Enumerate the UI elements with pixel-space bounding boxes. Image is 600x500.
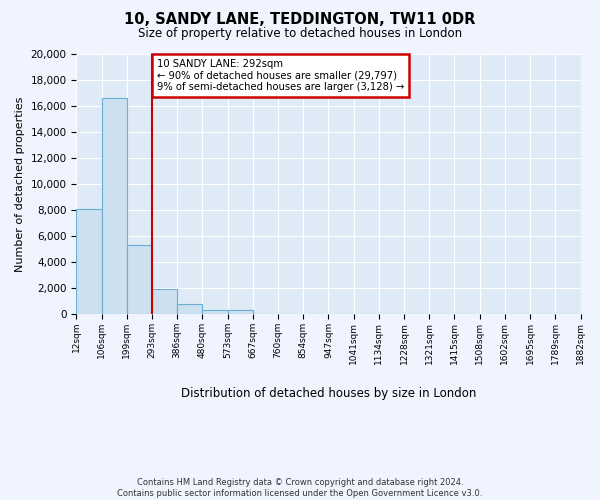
Text: Size of property relative to detached houses in London: Size of property relative to detached ho… — [138, 28, 462, 40]
Text: 10, SANDY LANE, TEDDINGTON, TW11 0DR: 10, SANDY LANE, TEDDINGTON, TW11 0DR — [124, 12, 476, 28]
Text: Distribution of detached houses by size in London: Distribution of detached houses by size … — [181, 387, 476, 400]
Y-axis label: Number of detached properties: Number of detached properties — [15, 96, 25, 272]
Bar — [101, 98, 127, 314]
Bar — [76, 209, 101, 314]
Bar — [202, 310, 227, 314]
Text: Contains HM Land Registry data © Crown copyright and database right 2024.
Contai: Contains HM Land Registry data © Crown c… — [118, 478, 482, 498]
Bar — [227, 310, 253, 314]
Bar — [177, 304, 202, 314]
Bar — [152, 290, 177, 314]
Text: 10 SANDY LANE: 292sqm
← 90% of detached houses are smaller (29,797)
9% of semi-d: 10 SANDY LANE: 292sqm ← 90% of detached … — [157, 59, 404, 92]
Bar — [127, 245, 152, 314]
